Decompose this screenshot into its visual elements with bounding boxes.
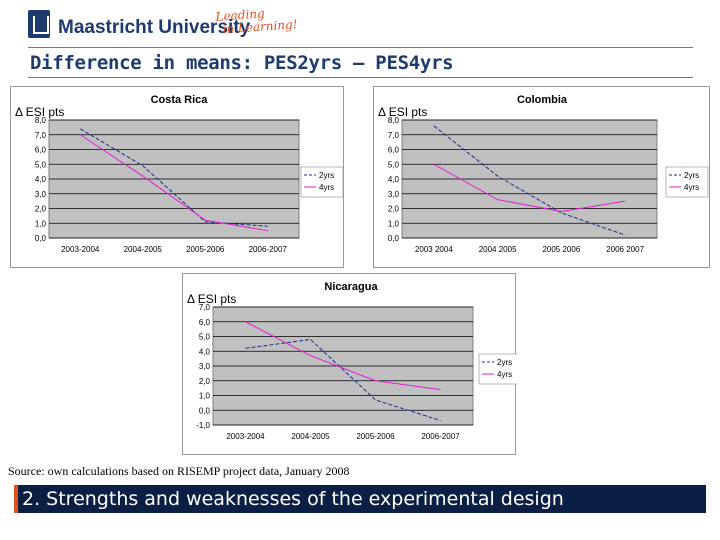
x-tick-label: 2006-2007 [249,245,288,254]
legend-label: 2yrs [319,171,334,180]
y-tick-label: 3,0 [199,362,211,371]
chart-title: Colombia [517,94,568,106]
y-tick-label: 2,0 [388,205,400,214]
y-tick-label: 1,0 [35,219,47,228]
footer-bar: 2. Strengths and weaknesses of the exper… [14,485,706,513]
university-name: Maastricht University [58,17,251,38]
header-divider [28,47,693,48]
x-tick-label: 2005-2006 [356,432,395,441]
title-divider [28,77,693,78]
legend-box [665,166,709,198]
legend-label: 4yrs [497,370,512,379]
x-tick-label: 2004-2005 [124,245,163,254]
x-tick-label: 2004-2005 [291,432,330,441]
footer-section-title: 2. Strengths and weaknesses of the exper… [22,488,564,510]
footer-accent [14,485,18,513]
y-axis-label: Δ ESI pts [378,105,428,119]
y-tick-label: 4,0 [388,175,400,184]
x-tick-label: 2004 2005 [479,245,517,254]
y-tick-label: 1,0 [199,392,211,401]
legend-label: 2yrs [497,358,512,367]
chart-svg: Colombia 8,0 7,0 6,0 5,0 4,0 3,0 2,0 1,0 0,0 2003 … [388,94,709,254]
legend-label: 2yrs [684,171,699,180]
y-tick-label: -1,0 [196,421,210,430]
y-tick-label: 4,0 [35,175,47,184]
chart-costa-rica: Δ ESI pts Costa Rica 8,0 7,0 6,0 5,0 4,0 3,0 2,… [10,86,344,268]
y-tick-label: 5,0 [199,333,211,342]
x-tick-label: 2006 2007 [606,245,644,254]
legend-box [300,166,344,198]
y-tick-label: 0,0 [388,234,400,243]
series-line-2yrs [79,128,268,227]
chart-svg: Nicaragua 7,0 6,0 5,0 4,0 3,0 2,0 1,0 0,0 -1,0 200… [196,281,517,441]
y-tick-label: 4,0 [199,347,211,356]
y-tick-label: 5,0 [388,160,400,169]
legend-box [478,353,517,385]
series-line-2yrs [245,338,441,422]
y-tick-label: 2,0 [35,205,47,214]
y-tick-label: 7,0 [199,303,211,312]
series-line-4yrs [433,163,626,212]
series-line-4yrs [245,321,441,391]
y-tick-label: 6,0 [388,146,400,155]
chart-nicaragua: Δ ESI pts Nicaragua 7,0 6,0 5,0 4,0 3,0 2,0 1,0… [182,273,517,455]
chart-title: Costa Rica [151,94,209,106]
slogan-line-2: in Learning! [222,17,298,37]
legend-label: 4yrs [684,183,699,192]
y-tick-label: 7,0 [35,131,47,140]
y-tick-label: 8,0 [35,116,47,125]
legend-label: 4yrs [319,183,334,192]
y-tick-label: 0,0 [199,406,211,415]
source-note: Source: own calculations based on RISEMP… [8,464,350,478]
y-tick-label: 3,0 [388,190,400,199]
x-tick-label: 2003 2004 [415,245,453,254]
chart-title: Nicaragua [324,281,378,293]
slogan: Leading in Learning! [215,5,298,37]
x-tick-label: 2003-2004 [61,245,100,254]
x-tick-label: 2005 2006 [542,245,580,254]
series-line-4yrs [79,134,268,232]
x-tick-label: 2006-2007 [421,432,460,441]
y-tick-label: 1,0 [388,219,400,228]
y-tick-label: 6,0 [35,146,47,155]
y-axis-label: Δ ESI pts [187,292,237,306]
y-tick-label: 3,0 [35,190,47,199]
slide-title: Difference in means: PES2yrs – PES4yrs [30,52,454,74]
y-tick-label: 5,0 [35,160,47,169]
header: Maastricht University Leading in Learnin… [0,0,720,48]
x-tick-label: 2005-2006 [186,245,225,254]
y-tick-label: 0,0 [35,234,47,243]
y-tick-label: 6,0 [199,318,211,327]
y-axis-label: Δ ESI pts [15,105,65,119]
x-tick-label: 2003-2004 [226,432,265,441]
chart-svg: Costa Rica 8,0 7,0 6,0 5,0 4,0 3,0 2,0 1,0 0,0 200… [35,94,344,254]
university-logo-icon [28,10,50,38]
chart-colombia: Δ ESI pts Colombia 8,0 7,0 6,0 5,0 4,0 3,0 2,0 1… [373,86,710,268]
series-line-2yrs [433,125,626,236]
y-tick-label: 8,0 [388,116,400,125]
y-tick-label: 2,0 [199,377,211,386]
y-tick-label: 7,0 [388,131,400,140]
